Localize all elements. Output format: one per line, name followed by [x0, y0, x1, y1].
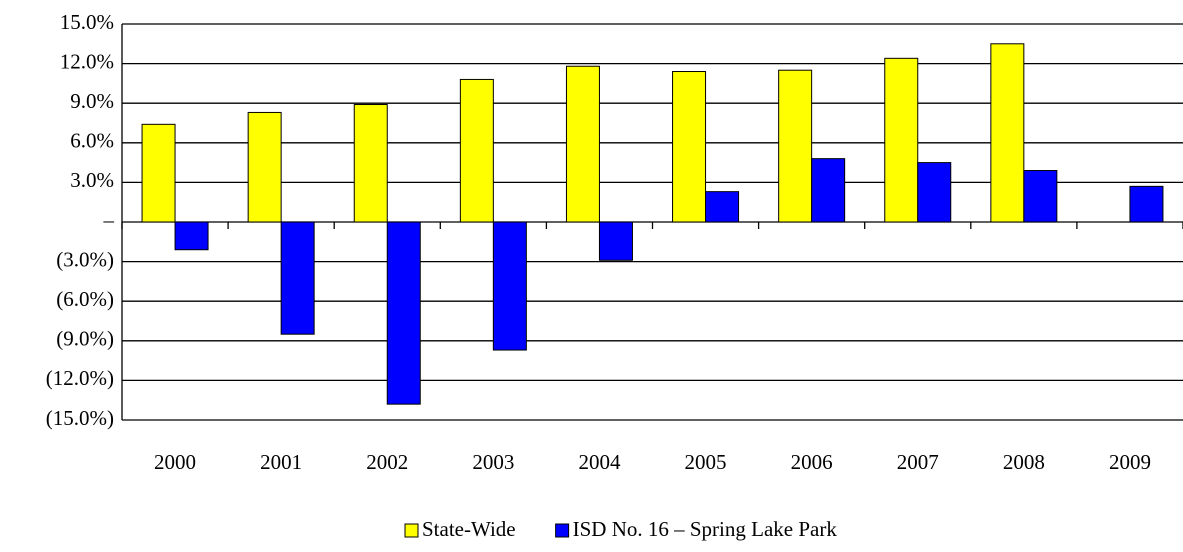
x-tick-label: 2003 [472, 450, 514, 474]
y-tick-label: (12.0%) [46, 366, 114, 390]
x-tick-label: 2009 [1109, 450, 1151, 474]
y-tick-label: 6.0% [70, 129, 114, 153]
x-tick-label: 2008 [1003, 450, 1045, 474]
bar [353, 104, 388, 223]
bar [174, 221, 209, 251]
bar [280, 221, 315, 335]
bar [1129, 185, 1164, 223]
bar [990, 43, 1025, 223]
x-tick-label: 2000 [154, 450, 196, 474]
bar [1023, 170, 1058, 223]
y-tick-label: 3.0% [70, 168, 114, 192]
bar [141, 123, 176, 223]
bar [705, 191, 740, 223]
bar [492, 221, 527, 351]
y-tick-label: 9.0% [70, 89, 114, 113]
legend-label: State-Wide [422, 517, 516, 541]
y-tick-label: (9.0%) [56, 327, 114, 351]
bar [459, 78, 494, 223]
bar [884, 57, 919, 223]
x-tick-label: 2005 [685, 450, 727, 474]
x-tick-label: 2004 [578, 450, 621, 474]
y-tick-label: – [103, 208, 115, 232]
legend-swatch [404, 523, 419, 538]
x-tick-label: 2006 [791, 450, 833, 474]
y-tick-label: (15.0%) [46, 406, 114, 430]
bar [672, 71, 707, 223]
bar [247, 111, 282, 223]
legend-label: ISD No. 16 – Spring Lake Park [573, 517, 838, 541]
x-tick-label: 2001 [260, 450, 302, 474]
bar [811, 158, 846, 223]
y-tick-label: (3.0%) [56, 247, 114, 271]
bar [778, 69, 813, 223]
bar [565, 65, 600, 223]
bar [386, 221, 421, 405]
y-tick-label: 15.0% [60, 10, 114, 34]
bar [917, 162, 952, 223]
x-tick-label: 2007 [897, 450, 939, 474]
y-tick-label: 12.0% [60, 49, 114, 73]
legend-swatch [555, 523, 570, 538]
y-tick-label: (6.0%) [56, 287, 114, 311]
x-tick-label: 2002 [366, 450, 408, 474]
bar [598, 221, 633, 261]
